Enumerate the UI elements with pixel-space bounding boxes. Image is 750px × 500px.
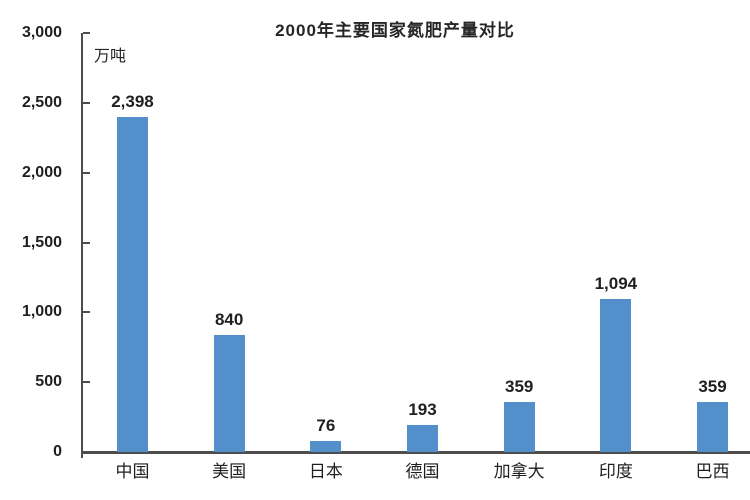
bar-value-label: 840	[214, 309, 244, 329]
y-tick-label: 2,500	[21, 93, 62, 111]
bar-5	[600, 299, 632, 452]
y-tick-label: 2,000	[21, 163, 62, 181]
y-tick-mark	[83, 311, 90, 314]
y-axis-line	[81, 33, 83, 454]
x-axis-line	[81, 451, 750, 454]
y-tick-mark	[83, 32, 90, 34]
y-tick-mark	[83, 381, 90, 384]
bar-value-label: 359	[698, 376, 727, 396]
bar-1	[213, 334, 245, 452]
bar-value-label: 2,398	[111, 92, 154, 112]
y-tick-label: 1,500	[21, 233, 62, 251]
y-axis-unit-label: 万吨	[94, 48, 127, 65]
bar-value-label: 193	[408, 400, 437, 420]
bar-0	[117, 117, 148, 452]
y-tick-mark	[83, 241, 90, 244]
bar-4	[503, 401, 535, 452]
x-category-label: 印度	[598, 462, 633, 481]
x-category-label: 德国	[405, 462, 440, 481]
y-tick-mark	[83, 171, 90, 174]
x-category-label: 美国	[212, 462, 247, 481]
x-category-label: 巴西	[695, 462, 730, 481]
y-tick-mark	[83, 101, 90, 104]
bar-value-label: 1,094	[594, 274, 638, 294]
y-tick-label: 3,000	[21, 24, 62, 41]
y-tick-label: 1,000	[21, 303, 62, 321]
origin-tick-mark	[81, 452, 83, 458]
x-category-label: 加拿大	[493, 462, 545, 481]
bar-value-label: 76	[316, 416, 336, 436]
bar-6	[697, 401, 729, 452]
bar-3	[407, 425, 438, 452]
bar-value-label: 359	[504, 376, 534, 396]
bar-2	[310, 441, 342, 452]
x-category-label: 中国	[115, 462, 150, 481]
y-tick-label: 500	[35, 373, 62, 391]
x-category-label: 日本	[308, 462, 343, 481]
chart-title: 2000年主要国家氮肥产量对比	[275, 21, 515, 40]
y-tick-label: 0	[53, 443, 62, 460]
